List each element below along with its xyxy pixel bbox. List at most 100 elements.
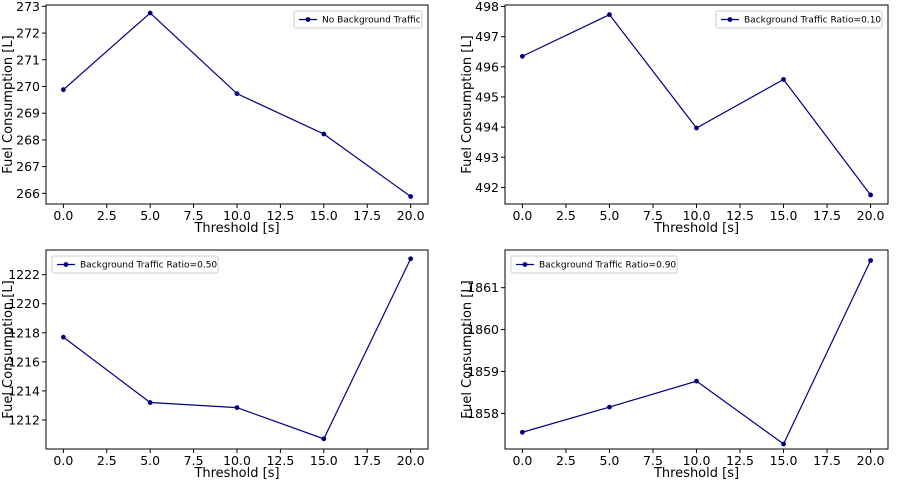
x-tick-label: 10.0 bbox=[223, 208, 251, 223]
series-line bbox=[522, 260, 872, 445]
y-tick-label: 266 bbox=[16, 186, 40, 201]
x-axis-label: Threshold [s] bbox=[193, 466, 279, 481]
axes-frame bbox=[45, 249, 429, 450]
y-tick-label: 271 bbox=[16, 52, 40, 67]
x-tick-label: 7.5 bbox=[184, 453, 204, 468]
x-tick-label: 20.0 bbox=[857, 208, 885, 223]
axes-frame bbox=[45, 4, 429, 205]
y-tick-label: 267 bbox=[16, 159, 40, 174]
legend-box bbox=[293, 10, 423, 29]
legend: No Background Traffic bbox=[293, 10, 423, 29]
data-point bbox=[607, 12, 612, 18]
x-tick-label: 7.5 bbox=[184, 208, 204, 223]
x-tick-label: 12.5 bbox=[726, 453, 754, 468]
y-tick-label: 493 bbox=[475, 150, 499, 165]
x-tick-label: 17.5 bbox=[353, 208, 381, 223]
legend-marker bbox=[727, 17, 733, 22]
y-tick-label: 1861 bbox=[467, 280, 499, 295]
legend-box bbox=[715, 10, 883, 29]
y-tick-label: 494 bbox=[475, 120, 499, 135]
x-tick-label: 15.0 bbox=[770, 453, 798, 468]
x-tick-label: 0.0 bbox=[53, 453, 73, 468]
x-tick-label: 20.0 bbox=[397, 453, 425, 468]
subplot-1: 0.0 2.5 5.0 7.5 10.0 12.5 15.0 17.5 20.0 266 267 26… bbox=[1, 0, 429, 236]
data-point bbox=[781, 441, 786, 447]
x-axis-label: Threshold [s] bbox=[193, 221, 279, 236]
y-axis-label: Fuel Consumption [L] bbox=[1, 280, 16, 418]
y-tick-label: 270 bbox=[16, 79, 40, 94]
x-tick-label: 12.5 bbox=[266, 453, 294, 468]
x-tick-label: 17.5 bbox=[813, 453, 841, 468]
data-point bbox=[607, 404, 612, 410]
y-tick-label: 1222 bbox=[8, 267, 40, 282]
x-tick-label: 5.0 bbox=[600, 453, 620, 468]
axes-frame bbox=[504, 249, 889, 450]
x-tick-label: 20.0 bbox=[857, 453, 885, 468]
data-point bbox=[234, 405, 240, 411]
data-point bbox=[694, 125, 699, 131]
y-tick-label: 1216 bbox=[8, 354, 40, 369]
y-tick-label: 1858 bbox=[467, 406, 499, 421]
x-tick-label: 0.0 bbox=[53, 208, 73, 223]
subplot-3: 0.0 2.5 5.0 7.5 10.0 12.5 15.0 17.5 20.0 1212 1214… bbox=[1, 249, 429, 481]
legend-box bbox=[51, 255, 219, 274]
data-point bbox=[234, 91, 240, 97]
y-tick-label: 1220 bbox=[8, 296, 40, 311]
x-tick-label: 15.0 bbox=[310, 453, 338, 468]
x-tick-label: 10.0 bbox=[223, 453, 251, 468]
legend: Background Traffic Ratio=0.50 bbox=[51, 255, 219, 274]
x-tick-label: 17.5 bbox=[353, 453, 381, 468]
x-tick-label: 17.5 bbox=[813, 208, 841, 223]
y-axis-label: Fuel Consumption [L] bbox=[1, 35, 16, 173]
x-tick-label: 2.5 bbox=[97, 453, 117, 468]
legend: Background Traffic Ratio=0.90 bbox=[510, 255, 678, 274]
data-point bbox=[520, 429, 525, 435]
data-point bbox=[321, 436, 327, 442]
x-tick-label: 5.0 bbox=[140, 208, 160, 223]
data-point bbox=[408, 194, 414, 199]
x-tick-label: 0.0 bbox=[512, 453, 532, 468]
y-tick-label: 268 bbox=[16, 132, 40, 147]
x-tick-label: 10.0 bbox=[683, 208, 711, 223]
y-tick-label: 492 bbox=[475, 180, 499, 195]
legend-box bbox=[510, 255, 678, 274]
x-tick-label: 5.0 bbox=[600, 208, 620, 223]
y-tick-label: 273 bbox=[16, 0, 40, 14]
data-point bbox=[60, 87, 66, 93]
axes-frame bbox=[504, 4, 889, 205]
x-tick-label: 12.5 bbox=[266, 208, 294, 223]
y-tick-label: 497 bbox=[475, 29, 499, 44]
legend-label: Background Traffic Ratio=0.10 bbox=[744, 16, 881, 26]
legend-marker bbox=[305, 17, 311, 22]
y-tick-label: 272 bbox=[16, 26, 40, 41]
x-tick-label: 2.5 bbox=[556, 453, 576, 468]
data-point bbox=[408, 256, 414, 262]
data-point bbox=[868, 192, 873, 198]
legend-label: No Background Traffic bbox=[322, 16, 421, 26]
x-axis-label: Threshold [s] bbox=[653, 221, 739, 236]
data-point bbox=[868, 258, 873, 263]
x-tick-label: 7.5 bbox=[643, 453, 663, 468]
data-point bbox=[147, 400, 153, 405]
x-tick-label: 15.0 bbox=[770, 208, 798, 223]
x-tick-label: 20.0 bbox=[397, 208, 425, 223]
y-tick-label: 1212 bbox=[8, 412, 40, 427]
y-axis-label: Fuel Consumption [L] bbox=[460, 280, 475, 418]
series-line bbox=[62, 12, 411, 198]
legend-marker bbox=[63, 262, 69, 267]
y-tick-label: 1859 bbox=[467, 364, 499, 379]
y-tick-label: 269 bbox=[16, 106, 40, 121]
x-tick-label: 2.5 bbox=[556, 208, 576, 223]
x-tick-label: 10.0 bbox=[683, 453, 711, 468]
legend-label: Background Traffic Ratio=0.90 bbox=[539, 261, 676, 271]
x-tick-label: 12.5 bbox=[726, 208, 754, 223]
legend-label: Background Traffic Ratio=0.50 bbox=[80, 261, 217, 271]
y-tick-label: 496 bbox=[475, 59, 499, 74]
x-axis-label: Threshold [s] bbox=[653, 466, 739, 481]
x-tick-label: 0.0 bbox=[512, 208, 532, 223]
y-tick-label: 495 bbox=[475, 89, 499, 104]
x-tick-label: 5.0 bbox=[140, 453, 160, 468]
y-tick-label: 1214 bbox=[8, 383, 40, 398]
